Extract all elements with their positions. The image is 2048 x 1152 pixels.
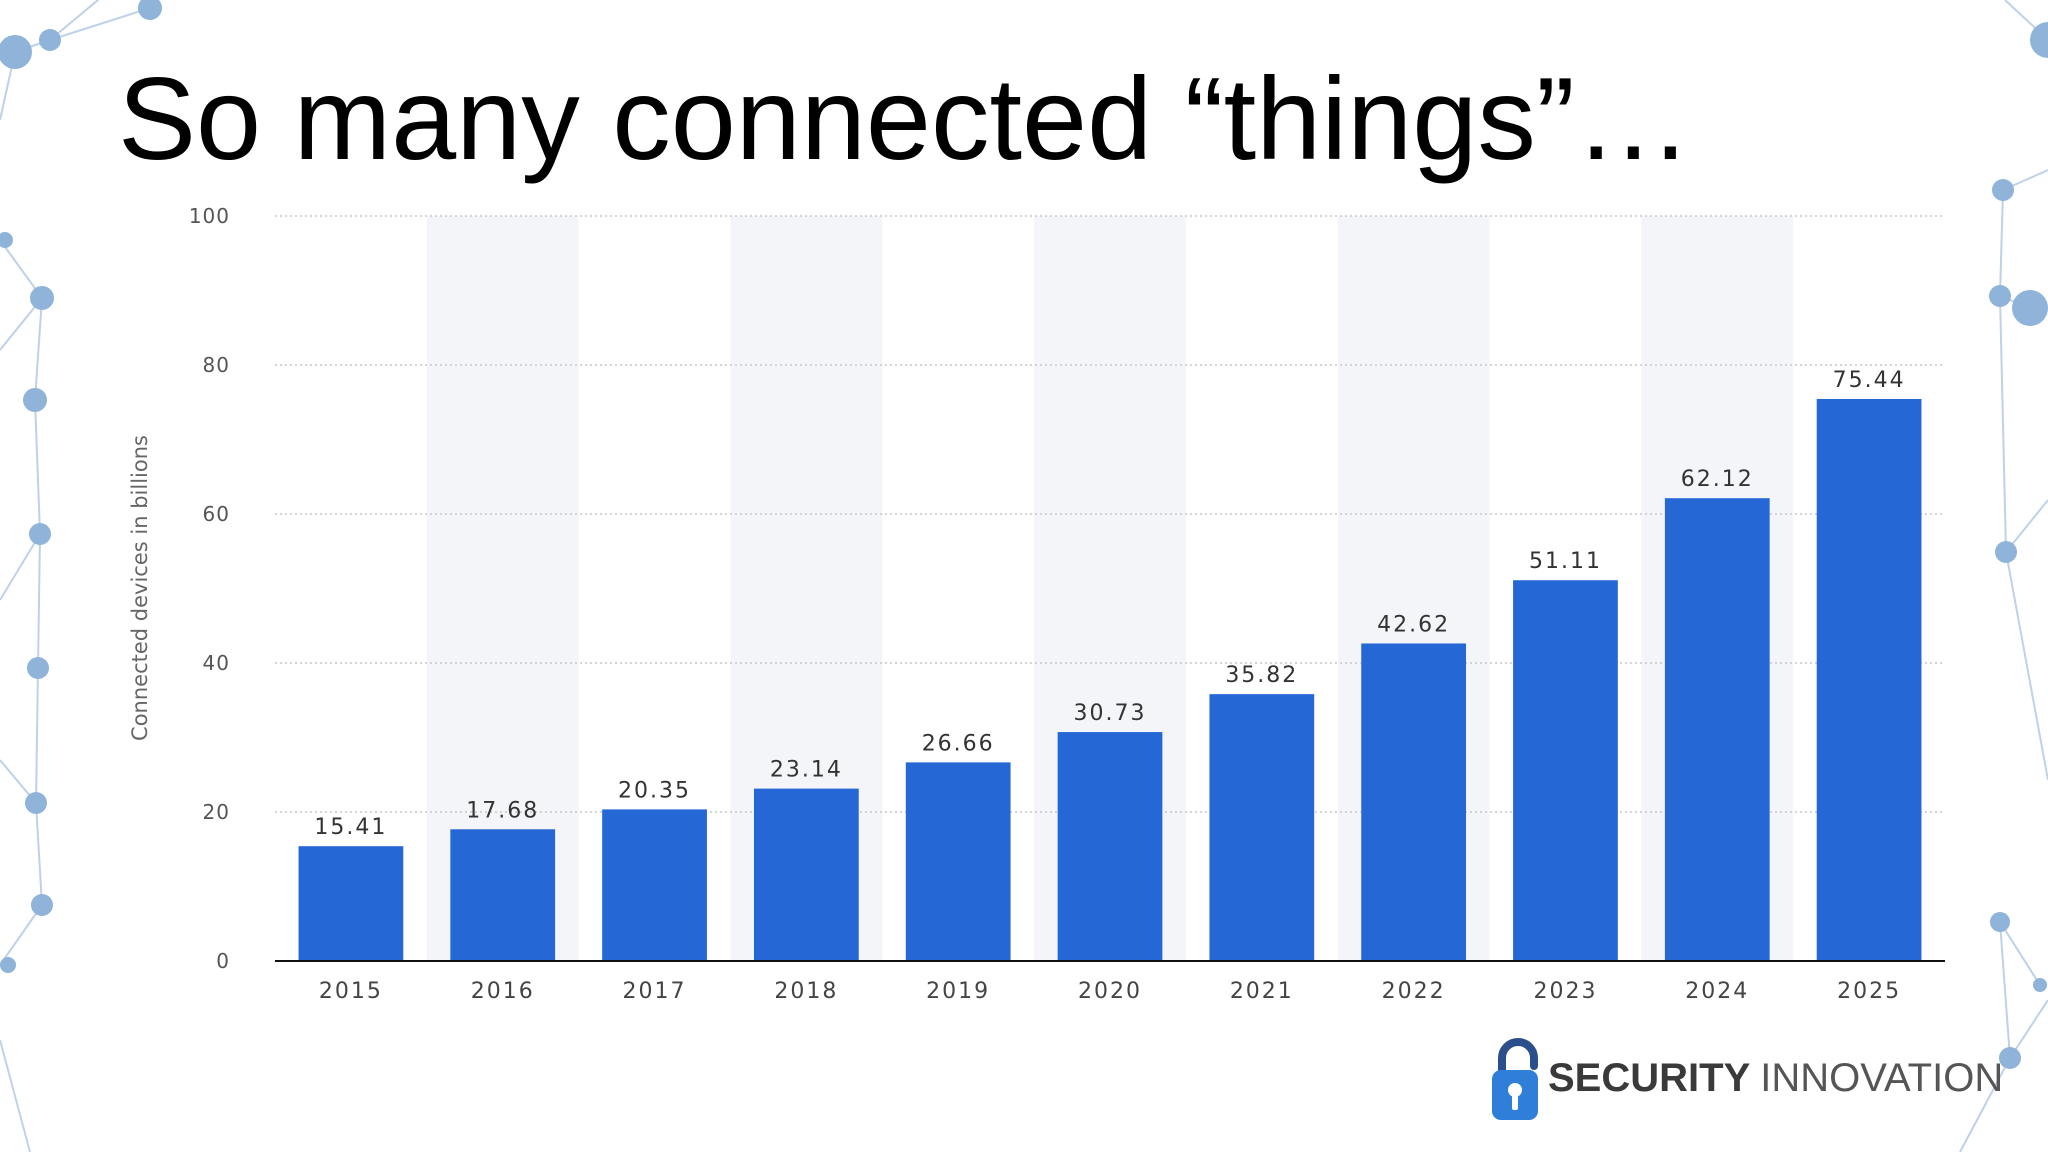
y-tick-label: 0 xyxy=(216,949,230,973)
x-tick-label: 2023 xyxy=(1533,979,1597,1004)
x-tick-label: 2016 xyxy=(471,979,535,1004)
x-tick-label: 2015 xyxy=(319,979,383,1004)
x-tick-label: 2019 xyxy=(926,979,990,1004)
data-label: 23.14 xyxy=(770,758,843,783)
x-tick-label: 2020 xyxy=(1078,979,1142,1004)
data-label: 30.73 xyxy=(1074,701,1147,726)
x-tick-label: 2024 xyxy=(1685,979,1749,1004)
bar xyxy=(450,829,556,961)
y-tick-label: 60 xyxy=(203,502,230,526)
data-label: 42.62 xyxy=(1377,612,1450,637)
bars xyxy=(298,398,1922,961)
bar xyxy=(1361,643,1467,961)
x-axis-ticks: 2015 2016 2017 2018 2019 2020 2021 2022 2023 2024… xyxy=(319,979,1901,1004)
data-label: 75.44 xyxy=(1833,368,1906,393)
y-tick-label: 100 xyxy=(189,204,230,228)
x-tick-label: 2022 xyxy=(1382,979,1446,1004)
x-tick-label: 2025 xyxy=(1837,979,1901,1004)
y-axis-ticks: 0 20 40 60 80 100 xyxy=(189,204,230,973)
bar xyxy=(602,809,707,961)
x-tick-label: 2017 xyxy=(623,979,687,1004)
bar xyxy=(1816,398,1922,961)
bar xyxy=(905,762,1011,961)
data-label: 35.82 xyxy=(1225,663,1298,688)
data-label: 15.41 xyxy=(314,815,387,840)
data-label: 62.12 xyxy=(1681,467,1754,492)
data-labels: 15.41 17.68 20.35 23.14 26.66 30.73 35.82 42.62… xyxy=(314,368,1906,840)
x-tick-label: 2021 xyxy=(1230,979,1294,1004)
logo-word-security: SECURITY xyxy=(1548,1056,1751,1100)
data-label: 20.35 xyxy=(618,778,691,803)
bar xyxy=(298,846,404,961)
y-tick-label: 40 xyxy=(203,651,230,675)
data-label: 17.68 xyxy=(466,798,539,823)
slide-title: So many connected “things”… xyxy=(118,53,1692,184)
y-tick-label: 20 xyxy=(203,800,230,824)
security-innovation-logo: SECURITY INNOVATION xyxy=(1488,1036,2008,1126)
data-label: 26.66 xyxy=(922,731,995,756)
padlock-icon xyxy=(1492,1038,1538,1120)
x-tick-label: 2018 xyxy=(774,979,838,1004)
bar xyxy=(1664,498,1770,961)
bar xyxy=(1513,580,1618,961)
bar xyxy=(1057,732,1163,961)
y-axis-label: Connected devices in billions xyxy=(128,435,152,741)
data-label: 51.11 xyxy=(1529,549,1602,574)
bar xyxy=(1209,694,1315,961)
y-tick-label: 80 xyxy=(203,353,230,377)
logo-word-innovation: INNOVATION xyxy=(1760,1056,2004,1100)
bar xyxy=(753,788,859,961)
